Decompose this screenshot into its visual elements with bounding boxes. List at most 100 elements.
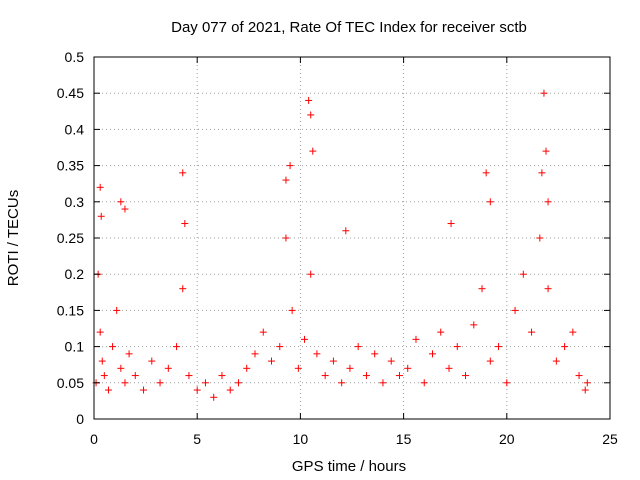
data-point bbox=[96, 328, 104, 336]
data-point bbox=[321, 372, 329, 380]
data-point bbox=[536, 234, 544, 242]
x-tick-label: 15 bbox=[396, 431, 412, 447]
data-point bbox=[117, 198, 125, 206]
data-point bbox=[113, 306, 121, 314]
y-tick-label: 0.4 bbox=[65, 121, 85, 137]
data-point bbox=[259, 328, 267, 336]
y-tick-label: 0.35 bbox=[57, 158, 84, 174]
data-point bbox=[561, 343, 569, 351]
data-point bbox=[495, 343, 503, 351]
x-tick-label: 25 bbox=[602, 431, 618, 447]
data-point bbox=[226, 386, 234, 394]
data-point bbox=[96, 183, 104, 191]
data-point bbox=[462, 372, 470, 380]
data-point bbox=[338, 379, 346, 387]
y-axis-title: ROTI / TECUs bbox=[5, 190, 22, 286]
data-point bbox=[243, 364, 251, 372]
y-tick-label: 0.45 bbox=[57, 85, 84, 101]
data-point bbox=[104, 386, 112, 394]
data-point bbox=[140, 386, 148, 394]
data-point bbox=[453, 343, 461, 351]
data-point bbox=[294, 364, 302, 372]
data-point bbox=[486, 198, 494, 206]
data-point bbox=[282, 234, 290, 242]
y-tick-label: 0.25 bbox=[57, 230, 84, 246]
data-point bbox=[538, 169, 546, 177]
data-point bbox=[301, 335, 309, 343]
data-point bbox=[346, 364, 354, 372]
data-point bbox=[234, 379, 242, 387]
data-point bbox=[201, 379, 209, 387]
data-point bbox=[575, 372, 583, 380]
data-point bbox=[307, 111, 315, 119]
data-point bbox=[342, 227, 350, 235]
data-point bbox=[121, 379, 129, 387]
data-points bbox=[92, 89, 591, 401]
data-point bbox=[519, 270, 527, 278]
data-point bbox=[544, 285, 552, 293]
data-point bbox=[470, 321, 478, 329]
data-point bbox=[179, 169, 187, 177]
axis-ticks: 0 5 10 15 20 25 0 0.05 0.1 0.15 0.2 0.25 0.3 0.35 0.4 0… bbox=[57, 49, 618, 447]
data-point bbox=[569, 328, 577, 336]
data-point bbox=[354, 343, 362, 351]
y-tick-label: 0.05 bbox=[57, 375, 84, 391]
x-tick-label: 20 bbox=[499, 431, 515, 447]
data-point bbox=[395, 372, 403, 380]
data-point bbox=[511, 306, 519, 314]
chart-title: Day 077 of 2021, Rate Of TEC Index for r… bbox=[171, 19, 527, 36]
data-point bbox=[528, 328, 536, 336]
data-point bbox=[583, 379, 591, 387]
data-point bbox=[100, 372, 108, 380]
data-point bbox=[185, 372, 193, 380]
data-point bbox=[109, 343, 117, 351]
data-point bbox=[503, 379, 511, 387]
y-tick-label: 0.3 bbox=[65, 194, 85, 210]
y-tick-label: 0.5 bbox=[65, 49, 85, 65]
data-point bbox=[125, 350, 133, 358]
data-point bbox=[478, 285, 486, 293]
data-point bbox=[387, 357, 395, 365]
data-point bbox=[218, 372, 226, 380]
data-point bbox=[179, 285, 187, 293]
y-tick-label: 0.1 bbox=[65, 339, 85, 355]
data-point bbox=[286, 162, 294, 170]
plot-frame bbox=[93, 56, 611, 420]
data-point bbox=[371, 350, 379, 358]
data-point bbox=[156, 379, 164, 387]
data-point bbox=[307, 270, 315, 278]
data-point bbox=[148, 357, 156, 365]
data-point bbox=[445, 364, 453, 372]
data-point bbox=[313, 350, 321, 358]
x-tick-label: 5 bbox=[193, 431, 201, 447]
data-point bbox=[404, 364, 412, 372]
data-point bbox=[276, 343, 284, 351]
data-point bbox=[420, 379, 428, 387]
data-point bbox=[486, 357, 494, 365]
data-point bbox=[98, 357, 106, 365]
data-point bbox=[305, 96, 313, 104]
data-point bbox=[552, 357, 560, 365]
x-tick-label: 0 bbox=[90, 431, 98, 447]
data-point bbox=[193, 386, 201, 394]
data-point bbox=[309, 147, 317, 155]
data-point bbox=[268, 357, 276, 365]
data-point bbox=[329, 357, 337, 365]
data-point bbox=[581, 386, 589, 394]
data-point bbox=[540, 89, 548, 97]
data-point bbox=[412, 335, 420, 343]
data-point bbox=[131, 372, 139, 380]
data-point bbox=[251, 350, 259, 358]
x-axis-title: GPS time / hours bbox=[292, 458, 406, 475]
data-point bbox=[447, 220, 455, 228]
data-point bbox=[482, 169, 490, 177]
data-point bbox=[164, 364, 172, 372]
x-tick-label: 10 bbox=[293, 431, 309, 447]
data-point bbox=[544, 198, 552, 206]
y-tick-label: 0.2 bbox=[65, 266, 85, 282]
data-point bbox=[181, 220, 189, 228]
data-point bbox=[428, 350, 436, 358]
y-tick-label: 0.15 bbox=[57, 302, 84, 318]
data-point bbox=[121, 205, 129, 213]
